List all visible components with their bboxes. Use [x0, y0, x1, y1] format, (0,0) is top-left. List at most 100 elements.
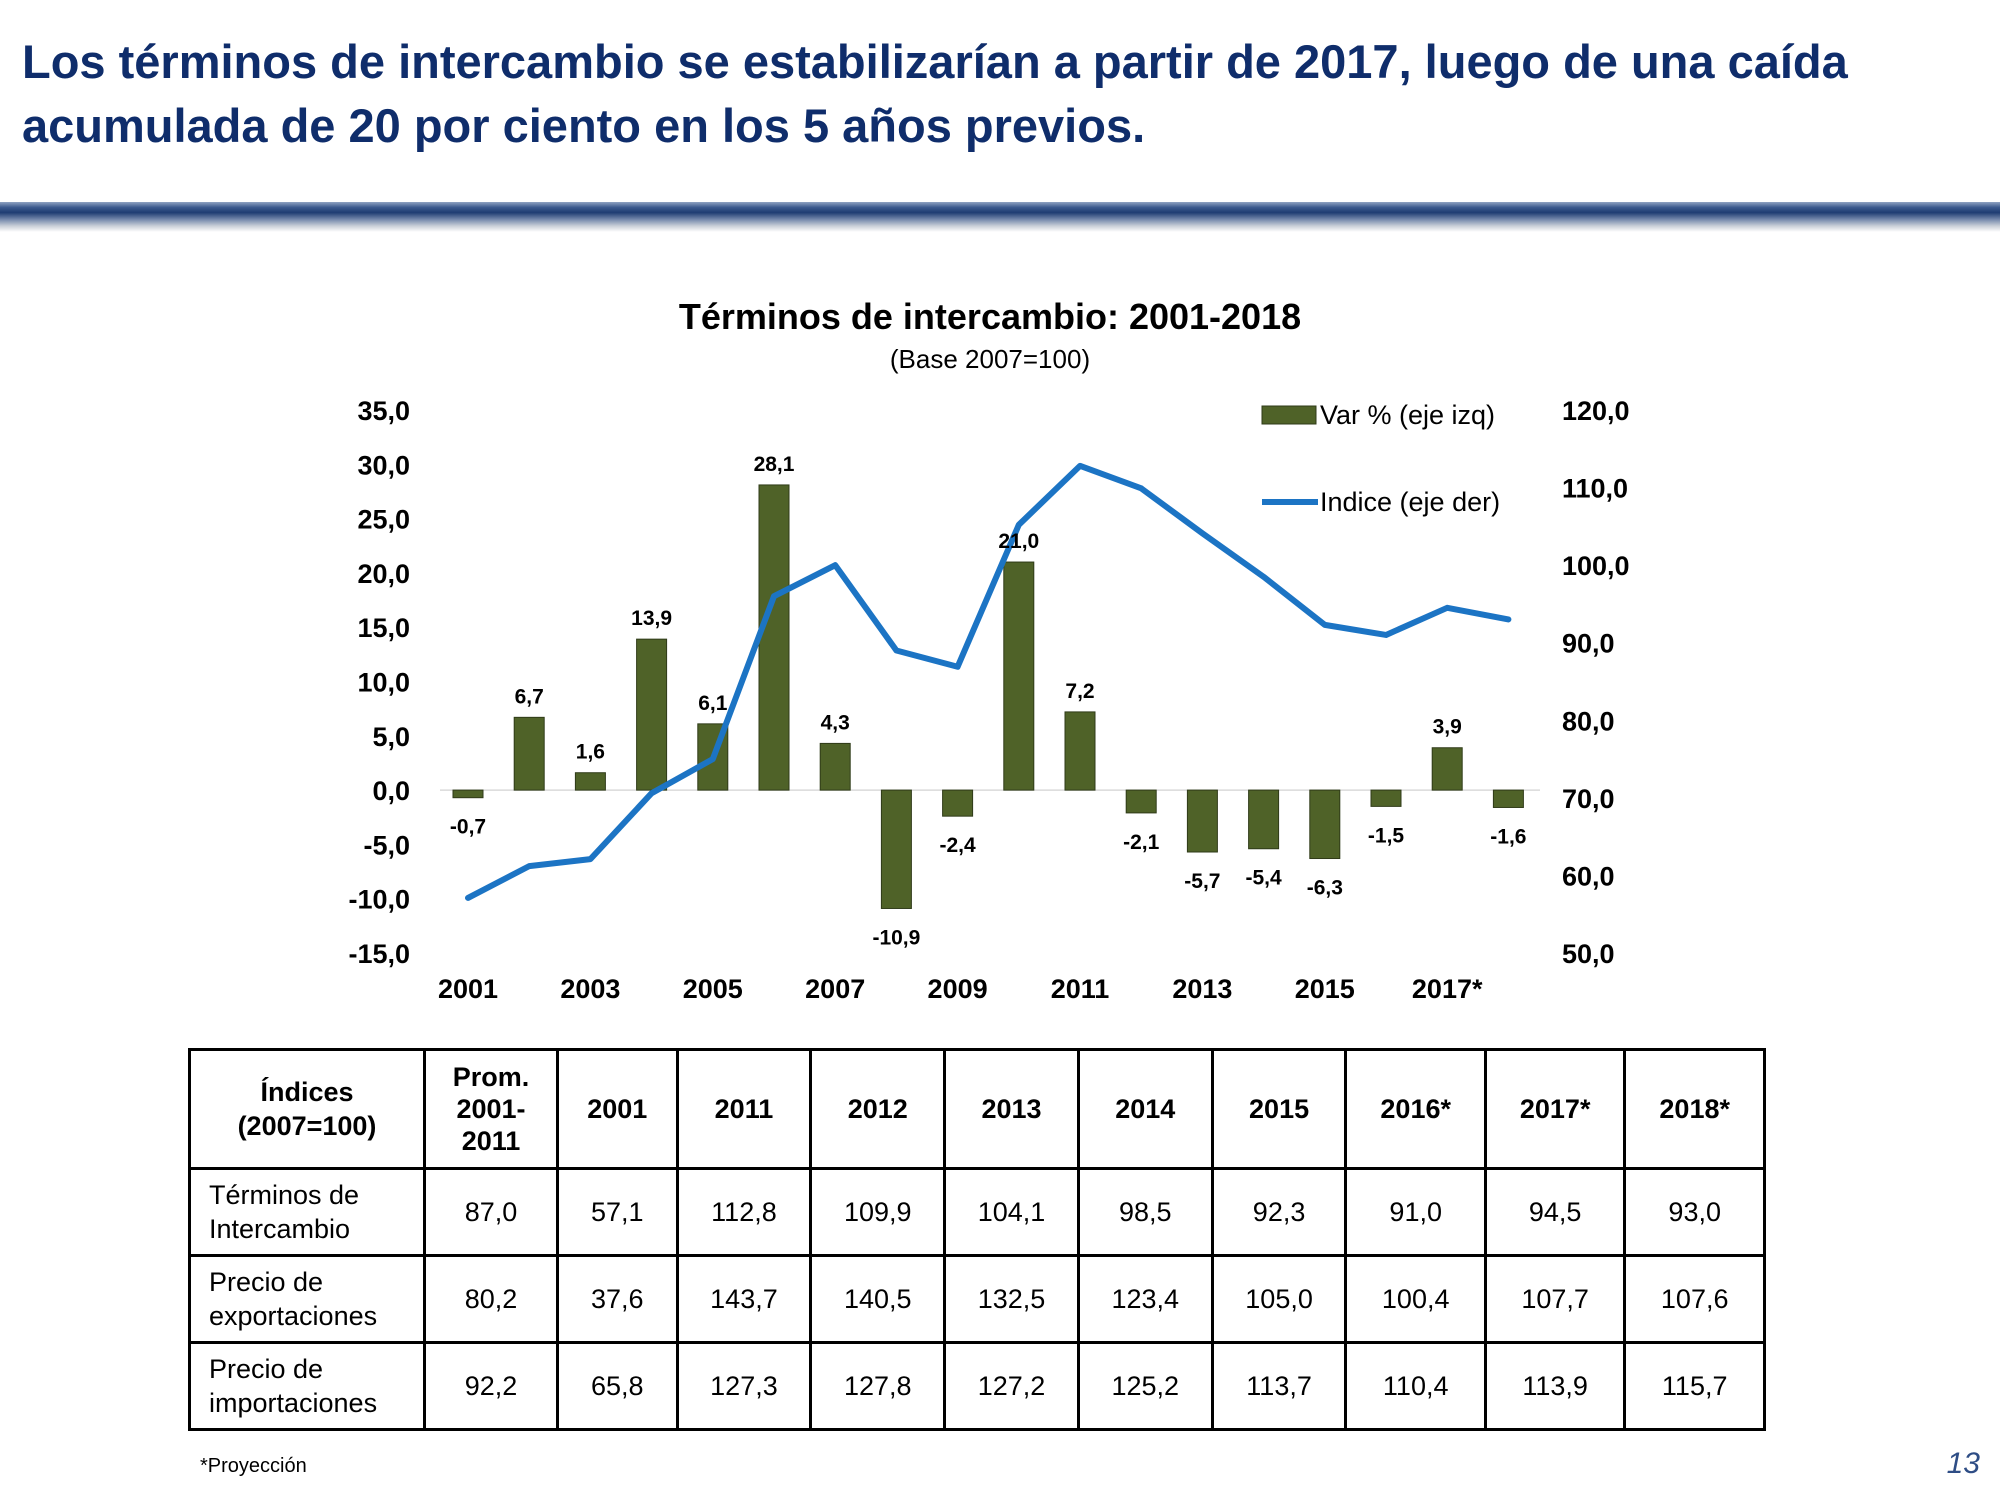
table-cell: 37,6	[556, 1254, 679, 1344]
table-cell: 80,2	[423, 1254, 559, 1344]
x-tick-label: 2013	[1172, 974, 1232, 1004]
bar-data-label: 21,0	[998, 530, 1039, 553]
bar-data-label: 28,1	[754, 453, 795, 476]
table-cell: 92,3	[1210, 1167, 1348, 1257]
row-label-line: Términos de	[209, 1180, 360, 1210]
table-cell: 143,7	[675, 1254, 813, 1344]
bar	[758, 484, 790, 791]
chart-title: Términos de intercambio: 2001-2018	[678, 296, 1302, 337]
bar-data-label: -1,6	[1490, 825, 1526, 848]
legend-bar-label: Var % (eje izq)	[1320, 400, 1495, 430]
bar	[574, 772, 606, 791]
bar	[819, 742, 851, 791]
bar	[1492, 789, 1524, 808]
terms-of-trade-chart: -15,0 -10,0 -5,0 0,0 5,0 10,0 15,0 20,0 25,0 30,0…	[348, 396, 1630, 1004]
y-right-tick-label: 120,0	[1562, 396, 1630, 426]
headline-line-2: acumulada de 20 por ciento en los 5 años…	[22, 99, 1146, 152]
table-row: Precio de importaciones 92,2 65,8 127,3 …	[188, 1341, 1766, 1431]
table-cell: 110,4	[1344, 1341, 1487, 1431]
y-left-tick-label: 30,0	[357, 450, 410, 480]
x-tick-label: 2005	[683, 974, 743, 1004]
bar-data-label: 6,7	[515, 685, 544, 708]
bar	[1186, 789, 1218, 853]
prom-label-line: 2001-	[456, 1094, 526, 1124]
page-number: 13	[1946, 1447, 1980, 1480]
header-divider	[0, 202, 2000, 232]
table-cell: 94,5	[1483, 1167, 1627, 1257]
y-right-tick-label: 80,0	[1562, 706, 1615, 736]
y-left-tick-label: 25,0	[357, 505, 410, 535]
table-header-year: 2011	[675, 1048, 813, 1170]
y-left-tick-label: 35,0	[357, 396, 410, 426]
bar	[942, 789, 974, 817]
table-cell: 127,2	[943, 1341, 1080, 1431]
table-cell: 91,0	[1344, 1167, 1487, 1257]
table-cell: 105,0	[1210, 1254, 1348, 1344]
table-header-year: 2016*	[1344, 1048, 1487, 1170]
header-label-line: Índices	[260, 1077, 354, 1107]
headline-line-1: Los términos de intercambio se estabiliz…	[22, 35, 1848, 88]
row-label-line: importaciones	[209, 1388, 378, 1418]
table-cell: 93,0	[1623, 1167, 1766, 1257]
y-left-tick-label: -15,0	[348, 939, 410, 969]
index-line	[465, 462, 1512, 901]
table-cell: 109,9	[809, 1167, 947, 1257]
header-label-line: (2007=100)	[237, 1111, 377, 1141]
table-cell: 140,5	[809, 1254, 947, 1344]
bar	[1125, 789, 1157, 814]
table-cell: 57,1	[556, 1167, 679, 1257]
row-label: Precio de importaciones	[188, 1341, 426, 1431]
table-cell: 100,4	[1344, 1254, 1487, 1344]
y-right-tick-label: 100,0	[1562, 551, 1630, 581]
bar	[452, 789, 484, 799]
table-header-year: 2001	[556, 1048, 679, 1170]
chart-subtitle: (Base 2007=100)	[889, 344, 1091, 374]
table-header-year: 2014	[1076, 1048, 1214, 1170]
bar	[1064, 711, 1096, 791]
row-label-line: exportaciones	[209, 1301, 378, 1331]
prom-label-line: Prom.	[452, 1062, 530, 1092]
table-cell: 112,8	[675, 1167, 813, 1257]
x-tick-label: 2001	[438, 974, 498, 1004]
table-header-prom: Prom. 2001- 2011	[423, 1048, 559, 1170]
table-cell: 113,7	[1210, 1341, 1348, 1431]
y-right-tick-label: 60,0	[1562, 861, 1615, 891]
table-row: Precio de exportaciones 80,2 37,6 143,7 …	[188, 1254, 1766, 1344]
y-right-tick-label: 110,0	[1562, 474, 1628, 504]
table-header-year: 2015	[1210, 1048, 1348, 1170]
table-header-year: 2018*	[1623, 1048, 1766, 1170]
table-cell: 87,0	[423, 1167, 559, 1257]
table-cell: 107,7	[1483, 1254, 1627, 1344]
bar	[1309, 789, 1341, 860]
row-label-line: Intercambio	[209, 1214, 351, 1244]
y-right-tick-label: 90,0	[1562, 629, 1615, 659]
y-left-tick-label: 10,0	[357, 668, 410, 698]
bar-data-label: -10,9	[872, 926, 920, 949]
table-header-year: 2013	[943, 1048, 1080, 1170]
y-left-tick-label: 5,0	[372, 722, 410, 752]
table-cell: 127,3	[675, 1341, 813, 1431]
table-cell: 132,5	[943, 1254, 1080, 1344]
bar-data-label: -0,7	[450, 816, 486, 839]
row-label: Términos de Intercambio	[188, 1167, 426, 1257]
table-cell: 98,5	[1076, 1167, 1214, 1257]
y-right-tick-label: 70,0	[1562, 784, 1615, 814]
legend-line-label: Indice (eje der)	[1320, 487, 1500, 517]
table-cell: 92,2	[423, 1341, 559, 1431]
bar-data-label: 7,2	[1065, 680, 1094, 703]
bar-data-label: -2,1	[1123, 831, 1160, 854]
x-tick-label: 2017*	[1412, 974, 1483, 1004]
bar	[1248, 789, 1280, 850]
table-cell: 113,9	[1483, 1341, 1627, 1431]
bar-data-label: 6,1	[698, 692, 728, 715]
table-cell: 65,8	[556, 1341, 679, 1431]
bar	[880, 789, 912, 909]
bar	[1370, 789, 1402, 807]
bar	[1431, 747, 1463, 791]
bar-data-label: -5,4	[1246, 867, 1283, 890]
bar-data-label: -5,7	[1184, 870, 1220, 893]
table-header-row: Índices (2007=100) Prom. 2001- 2011 2001…	[188, 1048, 1766, 1170]
table-header-year: 2017*	[1483, 1048, 1627, 1170]
bar-data-label: -6,3	[1307, 877, 1343, 900]
table-cell: 127,8	[809, 1341, 947, 1431]
